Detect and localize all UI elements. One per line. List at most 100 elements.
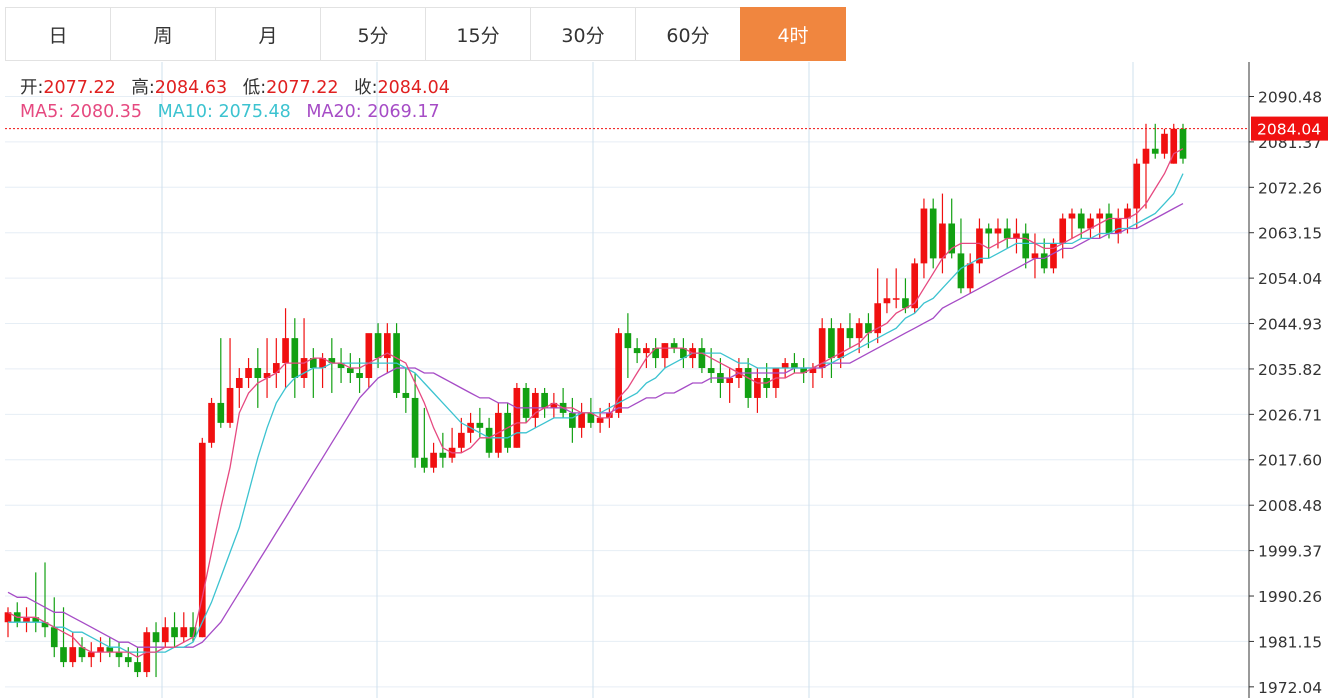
candle-body — [522, 387, 530, 418]
tab-month[interactable]: 月 — [215, 7, 321, 61]
tab-day[interactable]: 日 — [5, 7, 111, 61]
ohlc-legend: 开:2077.22 高:2084.63 低:2077.22 收:2084.04 — [20, 74, 450, 99]
candle-body — [41, 622, 49, 628]
candle-body — [365, 333, 373, 379]
candle-body — [902, 298, 909, 309]
tab-15min[interactable]: 15分 — [425, 7, 531, 61]
candle-body — [134, 662, 141, 673]
candle-body — [411, 397, 419, 458]
ma20-line — [7, 203, 1184, 648]
candle-body — [1142, 148, 1150, 164]
candle-body — [254, 368, 262, 379]
candle-body — [1133, 163, 1141, 209]
candle-body — [50, 627, 58, 648]
candle-body — [291, 338, 299, 379]
y-tick-label: 2026.71 — [1258, 406, 1322, 424]
ma10-value: 2075.48 — [218, 102, 291, 122]
y-tick-label: 1999.37 — [1258, 543, 1322, 561]
candle-body — [809, 368, 817, 374]
candle-body — [837, 328, 845, 359]
candle-body — [208, 402, 215, 443]
candle-body — [985, 228, 993, 234]
candle-body — [180, 627, 188, 638]
ma10-line — [8, 173, 1184, 653]
price-tag-label: 2084.04 — [1257, 121, 1321, 139]
tab-5min[interactable]: 5分 — [320, 7, 426, 61]
timeframe-tabs: 日 周 月 5分 15分 30分 60分 4时 — [5, 7, 846, 61]
candle-body — [920, 208, 928, 264]
candle-body — [744, 368, 752, 398]
candle-body — [680, 348, 687, 359]
candle-body — [754, 378, 761, 398]
candle-body — [865, 323, 872, 334]
open-label: 开: — [20, 78, 44, 98]
ma5-line — [7, 148, 1184, 658]
candle-body — [698, 348, 706, 369]
candle-body — [948, 223, 956, 254]
candle-body — [726, 378, 733, 383]
candle-body — [439, 452, 447, 458]
candle-body — [994, 228, 1002, 234]
candle-body — [633, 348, 641, 354]
candle-body — [106, 647, 114, 653]
candle-body — [1161, 133, 1168, 154]
candle-body — [1170, 128, 1178, 164]
tab-60min[interactable]: 60分 — [635, 7, 741, 61]
candle-body — [957, 253, 965, 289]
candle-body — [402, 392, 410, 398]
candle-body — [319, 358, 326, 369]
candle-body — [78, 647, 86, 658]
candle-body — [217, 402, 225, 423]
candle-body — [152, 632, 160, 643]
candle-body — [550, 402, 558, 408]
ma10-label: MA10: — [157, 102, 213, 122]
candle-body — [263, 373, 271, 379]
candle-body — [818, 328, 826, 369]
candle-body — [235, 378, 243, 388]
y-tick-label: 2063.15 — [1258, 225, 1322, 243]
y-tick-label: 2035.82 — [1258, 361, 1322, 379]
candle-body — [69, 647, 77, 663]
close-value: 2084.04 — [377, 78, 450, 98]
candle-body — [328, 358, 336, 364]
candle-body — [32, 617, 40, 623]
candle-body — [60, 647, 67, 663]
candle-body — [1114, 218, 1122, 234]
candle-body — [384, 333, 391, 359]
high-value: 2084.63 — [154, 78, 228, 98]
candle-body — [430, 452, 437, 468]
candle-body — [846, 328, 854, 339]
tab-30min[interactable]: 30分 — [530, 7, 636, 61]
candle-body — [1031, 253, 1039, 259]
candle-body — [97, 647, 104, 653]
y-tick-label: 2090.48 — [1258, 88, 1322, 106]
candle-body — [892, 298, 900, 300]
y-tick-label: 2017.60 — [1258, 452, 1322, 470]
candle-body — [115, 652, 123, 658]
candle-body — [1050, 243, 1057, 269]
candle-body — [476, 422, 484, 428]
candle-body — [346, 368, 354, 374]
candle-body — [569, 412, 576, 428]
candle-body — [1068, 213, 1076, 219]
high-label: 高: — [131, 78, 155, 98]
ma20-value: 2069.17 — [367, 102, 440, 122]
price-tag — [1251, 116, 1328, 141]
candle-body — [1124, 208, 1131, 219]
candle-body — [578, 412, 585, 428]
tab-4hour[interactable]: 4时 — [740, 7, 846, 61]
candle-body — [670, 343, 678, 349]
tab-week[interactable]: 周 — [110, 7, 216, 61]
candle-body — [541, 392, 548, 408]
y-tick-label: 2054.04 — [1258, 270, 1322, 288]
candle-body — [245, 368, 252, 379]
candle-body — [309, 358, 317, 369]
y-tick-label: 2072.26 — [1258, 179, 1322, 197]
candle-body — [189, 627, 197, 638]
candle-body — [356, 373, 363, 379]
ma20-label: MA20: — [306, 102, 362, 122]
candle-body — [707, 368, 715, 374]
candle-body — [800, 368, 807, 374]
candle-body — [966, 263, 974, 289]
